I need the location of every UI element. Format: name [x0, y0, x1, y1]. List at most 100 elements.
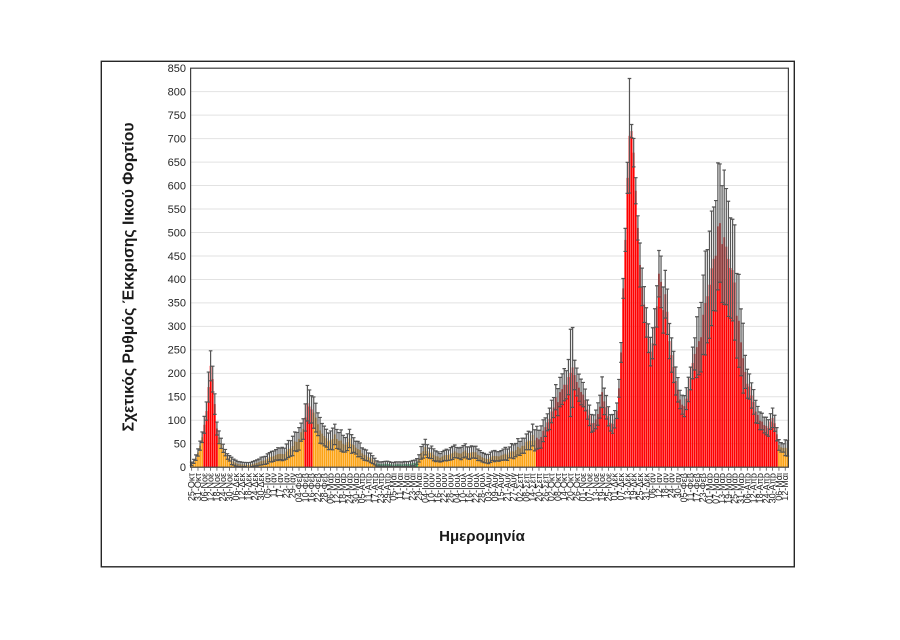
- svg-text:18-Μαρ: 18-Μαρ: [338, 473, 348, 504]
- svg-text:650: 650: [168, 157, 186, 169]
- svg-text:05-Φεβ: 05-Φεβ: [679, 473, 689, 502]
- svg-text:06-Ιαν: 06-Ιαν: [648, 473, 658, 499]
- svg-text:17-Μαι: 17-Μαι: [401, 473, 411, 501]
- svg-text:30-Μαρ: 30-Μαρ: [351, 473, 361, 504]
- svg-text:09-Αυγ: 09-Αυγ: [490, 473, 500, 502]
- svg-text:12-Ιαν: 12-Ιαν: [654, 473, 664, 499]
- svg-text:16-Ιουν: 16-Ιουν: [433, 473, 443, 503]
- svg-text:25-Νοε: 25-Νοε: [603, 473, 613, 502]
- svg-text:31-Δεκ: 31-Δεκ: [641, 473, 651, 501]
- svg-text:450: 450: [168, 251, 186, 263]
- svg-text:16-Ιουλ: 16-Ιουλ: [465, 473, 475, 503]
- svg-text:18-Ιαν: 18-Ιαν: [660, 473, 670, 499]
- svg-text:03-Αυγ: 03-Αυγ: [483, 473, 493, 502]
- svg-text:10-Φεβ: 10-Φεβ: [300, 473, 310, 502]
- svg-text:11-Μαι: 11-Μαι: [395, 473, 405, 500]
- svg-text:24-Μαρ: 24-Μαρ: [345, 473, 355, 504]
- svg-text:Ημερομηνία: Ημερομηνία: [439, 528, 525, 545]
- svg-text:01-Δεκ: 01-Δεκ: [610, 473, 620, 501]
- svg-text:12-Νοε: 12-Νοε: [206, 473, 216, 502]
- svg-text:11-Ιαν: 11-Ιαν: [269, 473, 279, 498]
- svg-text:500: 500: [168, 227, 186, 239]
- svg-text:29-Ιαν: 29-Ιαν: [288, 473, 298, 499]
- svg-text:400: 400: [168, 274, 186, 286]
- svg-text:10-Ιουλ: 10-Ιουλ: [458, 473, 468, 503]
- svg-text:24-Νοε: 24-Νοε: [218, 473, 228, 502]
- svg-text:06-Νοε: 06-Νοε: [199, 473, 209, 502]
- svg-text:08-Σεπ: 08-Σεπ: [521, 473, 531, 502]
- svg-text:25-Μαρ: 25-Μαρ: [730, 473, 740, 504]
- svg-text:05-Ιαν: 05-Ιαν: [262, 473, 272, 499]
- svg-text:13-Δεκ: 13-Δεκ: [622, 473, 632, 501]
- svg-text:22-Ιουλ: 22-Ιουλ: [471, 473, 481, 503]
- svg-text:04-Φεβ: 04-Φεβ: [294, 473, 304, 502]
- svg-text:700: 700: [168, 133, 186, 145]
- svg-text:26-Οκτ: 26-Οκτ: [572, 473, 582, 502]
- svg-text:07-Δεκ: 07-Δεκ: [616, 473, 626, 501]
- svg-text:12-Μαι: 12-Μαι: [780, 473, 790, 501]
- svg-text:11-Φεβ: 11-Φεβ: [686, 473, 696, 502]
- svg-text:20-Οκτ: 20-Οκτ: [566, 473, 576, 502]
- svg-text:22-Φεβ: 22-Φεβ: [313, 473, 323, 502]
- svg-text:02-Σεπ: 02-Σεπ: [515, 473, 525, 502]
- svg-text:30-Δεκ: 30-Δεκ: [256, 473, 266, 501]
- svg-text:06-Μαρ: 06-Μαρ: [326, 473, 336, 504]
- svg-text:19-Νοε: 19-Νοε: [597, 473, 607, 502]
- svg-text:18-Δεκ: 18-Δεκ: [243, 473, 253, 501]
- svg-text:50: 50: [174, 439, 186, 451]
- svg-text:30-Νοε: 30-Νοε: [225, 473, 235, 502]
- svg-text:06-Απρ: 06-Απρ: [742, 473, 752, 503]
- svg-text:17-Απρ: 17-Απρ: [370, 473, 380, 503]
- svg-text:550: 550: [168, 204, 186, 216]
- svg-text:29-Μαι: 29-Μαι: [414, 473, 424, 501]
- svg-text:14-Σεπ: 14-Σεπ: [528, 473, 538, 502]
- svg-text:350: 350: [168, 298, 186, 310]
- svg-text:31-Οκτ: 31-Οκτ: [193, 473, 203, 502]
- svg-text:05-Μαι: 05-Μαι: [389, 473, 399, 501]
- svg-text:13-Μαρ: 13-Μαρ: [717, 473, 727, 504]
- svg-text:07-Νοε: 07-Νοε: [584, 473, 594, 502]
- svg-text:150: 150: [168, 392, 186, 404]
- svg-text:0: 0: [180, 462, 186, 474]
- svg-text:06-Δεκ: 06-Δεκ: [231, 473, 241, 501]
- svg-text:100: 100: [168, 415, 186, 427]
- svg-text:30-Ιαν: 30-Ιαν: [673, 473, 683, 499]
- svg-text:01-Μαρ: 01-Μαρ: [704, 473, 714, 504]
- svg-text:25-Οκτ: 25-Οκτ: [187, 473, 197, 502]
- svg-text:10-Ιουν: 10-Ιουν: [427, 473, 437, 503]
- svg-text:17-Ιαν: 17-Ιαν: [275, 473, 285, 499]
- svg-text:18-Νοε: 18-Νοε: [212, 473, 222, 502]
- svg-text:600: 600: [168, 180, 186, 192]
- svg-text:04-Ιουν: 04-Ιουν: [420, 473, 430, 503]
- svg-text:250: 250: [168, 345, 186, 357]
- svg-text:11-Απρ: 11-Απρ: [363, 473, 373, 503]
- svg-text:12-Δεκ: 12-Δεκ: [237, 473, 247, 501]
- svg-text:08-Οκτ: 08-Οκτ: [553, 473, 563, 502]
- svg-text:28-Φεβ: 28-Φεβ: [319, 473, 329, 502]
- svg-text:29-Απρ: 29-Απρ: [382, 473, 392, 503]
- svg-text:22-Ιουν: 22-Ιουν: [439, 473, 449, 503]
- svg-text:850: 850: [168, 63, 186, 75]
- svg-text:19-Δεκ: 19-Δεκ: [629, 473, 639, 501]
- svg-text:750: 750: [168, 110, 186, 122]
- svg-text:800: 800: [168, 86, 186, 98]
- svg-text:23-Απρ: 23-Απρ: [376, 473, 386, 503]
- svg-text:30-Απρ: 30-Απρ: [768, 473, 778, 503]
- svg-text:12-Μαρ: 12-Μαρ: [332, 473, 342, 504]
- svg-text:26-Σεπ: 26-Σεπ: [540, 473, 550, 502]
- svg-text:23-Φεβ: 23-Φεβ: [698, 473, 708, 502]
- svg-text:12-Απρ: 12-Απρ: [749, 473, 759, 503]
- svg-text:15-Αυγ: 15-Αυγ: [496, 473, 506, 502]
- svg-text:24-Δεκ: 24-Δεκ: [250, 473, 260, 501]
- svg-text:200: 200: [168, 368, 186, 380]
- svg-text:04-Ιουλ: 04-Ιουλ: [452, 473, 462, 503]
- svg-text:23-Μαι: 23-Μαι: [408, 473, 418, 501]
- svg-text:21-Αυγ: 21-Αυγ: [502, 473, 512, 502]
- svg-text:Σχετικός Ρυθμός Έκκρισης Ιικού: Σχετικός Ρυθμός Έκκρισης Ιικού Φορτίου: [121, 122, 138, 431]
- svg-text:20-Σεπ: 20-Σεπ: [534, 473, 544, 502]
- svg-text:13-Νοε: 13-Νοε: [591, 473, 601, 502]
- svg-text:06-Μαι: 06-Μαι: [774, 473, 784, 501]
- svg-text:300: 300: [168, 321, 186, 333]
- svg-text:28-Ιουν: 28-Ιουν: [446, 473, 456, 503]
- svg-text:14-Οκτ: 14-Οκτ: [559, 473, 569, 502]
